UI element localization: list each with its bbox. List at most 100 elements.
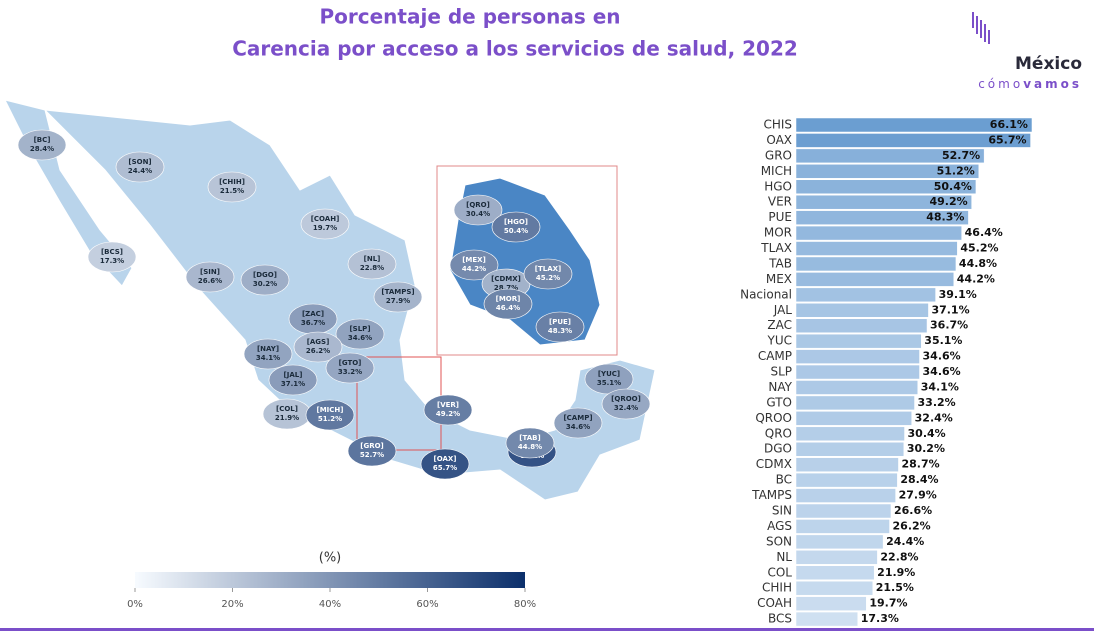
region-value: 30.2% xyxy=(253,280,277,288)
region-value: 33.2% xyxy=(338,368,362,376)
value-label: 36.7% xyxy=(930,319,968,332)
category-label: TAB xyxy=(768,256,792,270)
category-label: QRO xyxy=(765,426,792,440)
category-label: VER xyxy=(768,195,792,209)
region-value: 35.1% xyxy=(597,379,621,387)
region-name: [CDMX] xyxy=(491,275,521,283)
value-label: 44.2% xyxy=(957,272,995,285)
bar xyxy=(795,210,969,225)
region-value: 28.7% xyxy=(494,284,518,292)
value-label: 49.2% xyxy=(929,195,967,208)
bar xyxy=(795,565,875,581)
region-name: [COL] xyxy=(276,405,298,413)
region-name: [BCS] xyxy=(101,248,123,256)
region-value: 28.4% xyxy=(30,145,54,153)
category-label: GRO xyxy=(765,148,792,162)
region-name: [PUE] xyxy=(549,318,571,326)
region-name: [ZAC] xyxy=(302,310,324,318)
region-name: [CAMP] xyxy=(563,414,592,422)
value-label: 28.4% xyxy=(900,473,938,486)
value-label: 17.3% xyxy=(861,612,899,625)
region-value: 45.2% xyxy=(536,274,560,282)
value-label: 27.9% xyxy=(899,489,937,502)
category-label: Nacional xyxy=(740,287,792,301)
value-label: 34.6% xyxy=(923,365,961,378)
region-name: [TLAX] xyxy=(535,265,561,273)
value-label: 35.1% xyxy=(924,334,962,347)
region xyxy=(325,352,375,384)
category-label: CHIH xyxy=(762,581,792,595)
region xyxy=(240,264,290,296)
region xyxy=(373,281,423,313)
bar xyxy=(795,472,898,488)
region-value: 44.8% xyxy=(518,443,542,451)
bar xyxy=(795,256,957,272)
bar xyxy=(795,519,890,534)
title: Porcentaje de personas en xyxy=(320,5,621,29)
bar xyxy=(795,225,962,241)
category-label: GTO xyxy=(766,395,792,409)
region-name: [SIN] xyxy=(200,268,220,276)
bar xyxy=(795,580,874,596)
region xyxy=(523,258,573,290)
region-value: 46.4% xyxy=(496,304,520,312)
region-value: 24.4% xyxy=(128,167,152,175)
value-label: 44.8% xyxy=(959,257,997,270)
region-value: 21.5% xyxy=(220,187,244,195)
value-label: 32.4% xyxy=(915,411,953,424)
value-label: 45.2% xyxy=(960,242,998,255)
bar xyxy=(795,426,905,442)
region-name: [TAMPS] xyxy=(381,288,414,296)
bar xyxy=(795,148,985,164)
region-value: 32.4% xyxy=(614,404,638,412)
region xyxy=(449,249,499,281)
bar xyxy=(795,287,936,303)
region-name: [SLP] xyxy=(349,325,370,333)
region-name: [MICH] xyxy=(317,406,344,414)
region-name: [COAH] xyxy=(311,215,340,223)
value-label: 37.1% xyxy=(931,303,969,316)
region-value: 17.3% xyxy=(100,257,124,265)
region-value: 65.7% xyxy=(433,464,457,472)
logo-bar xyxy=(976,16,978,34)
bar xyxy=(795,303,929,318)
region xyxy=(601,388,651,420)
logo-bold: vamos xyxy=(1023,77,1082,91)
colorbar xyxy=(135,572,525,588)
region-name: [TAB] xyxy=(519,434,540,442)
region-value: 51.2% xyxy=(318,415,342,423)
region-value: 34.6% xyxy=(348,334,372,342)
value-label: 22.8% xyxy=(880,550,918,563)
category-label: SLP xyxy=(770,365,792,379)
region-value: 26.2% xyxy=(306,347,330,355)
category-label: JAL xyxy=(773,303,793,317)
category-label: SIN xyxy=(772,504,792,518)
colorbar-label: 0% xyxy=(127,599,143,610)
category-label: ZAC xyxy=(767,318,792,332)
legend-title: (%) xyxy=(319,551,342,566)
region xyxy=(243,338,293,370)
region xyxy=(300,208,350,240)
logo-bar xyxy=(980,20,982,38)
region-value: 30.4% xyxy=(466,210,490,218)
bar xyxy=(795,534,884,550)
logo-text: México xyxy=(1015,54,1082,74)
region-value: 44.2% xyxy=(462,265,486,273)
region-name: [DGO] xyxy=(253,271,277,279)
category-label: YUC xyxy=(767,334,793,348)
category-label: NL xyxy=(776,550,792,564)
region xyxy=(505,427,555,459)
region-value: 27.9% xyxy=(386,297,410,305)
region-name: [BC] xyxy=(34,136,51,144)
region-name: [GRO] xyxy=(360,442,384,450)
region xyxy=(293,331,343,363)
region-name: [MEX] xyxy=(462,256,486,264)
logo-bar xyxy=(988,30,990,44)
value-label: 26.6% xyxy=(894,504,932,517)
bar xyxy=(795,272,955,287)
title: Carencia por acceso a los servicios de s… xyxy=(232,37,798,61)
bar xyxy=(795,194,972,210)
category-label: OAX xyxy=(766,133,792,147)
region xyxy=(491,211,541,243)
region xyxy=(305,399,355,431)
